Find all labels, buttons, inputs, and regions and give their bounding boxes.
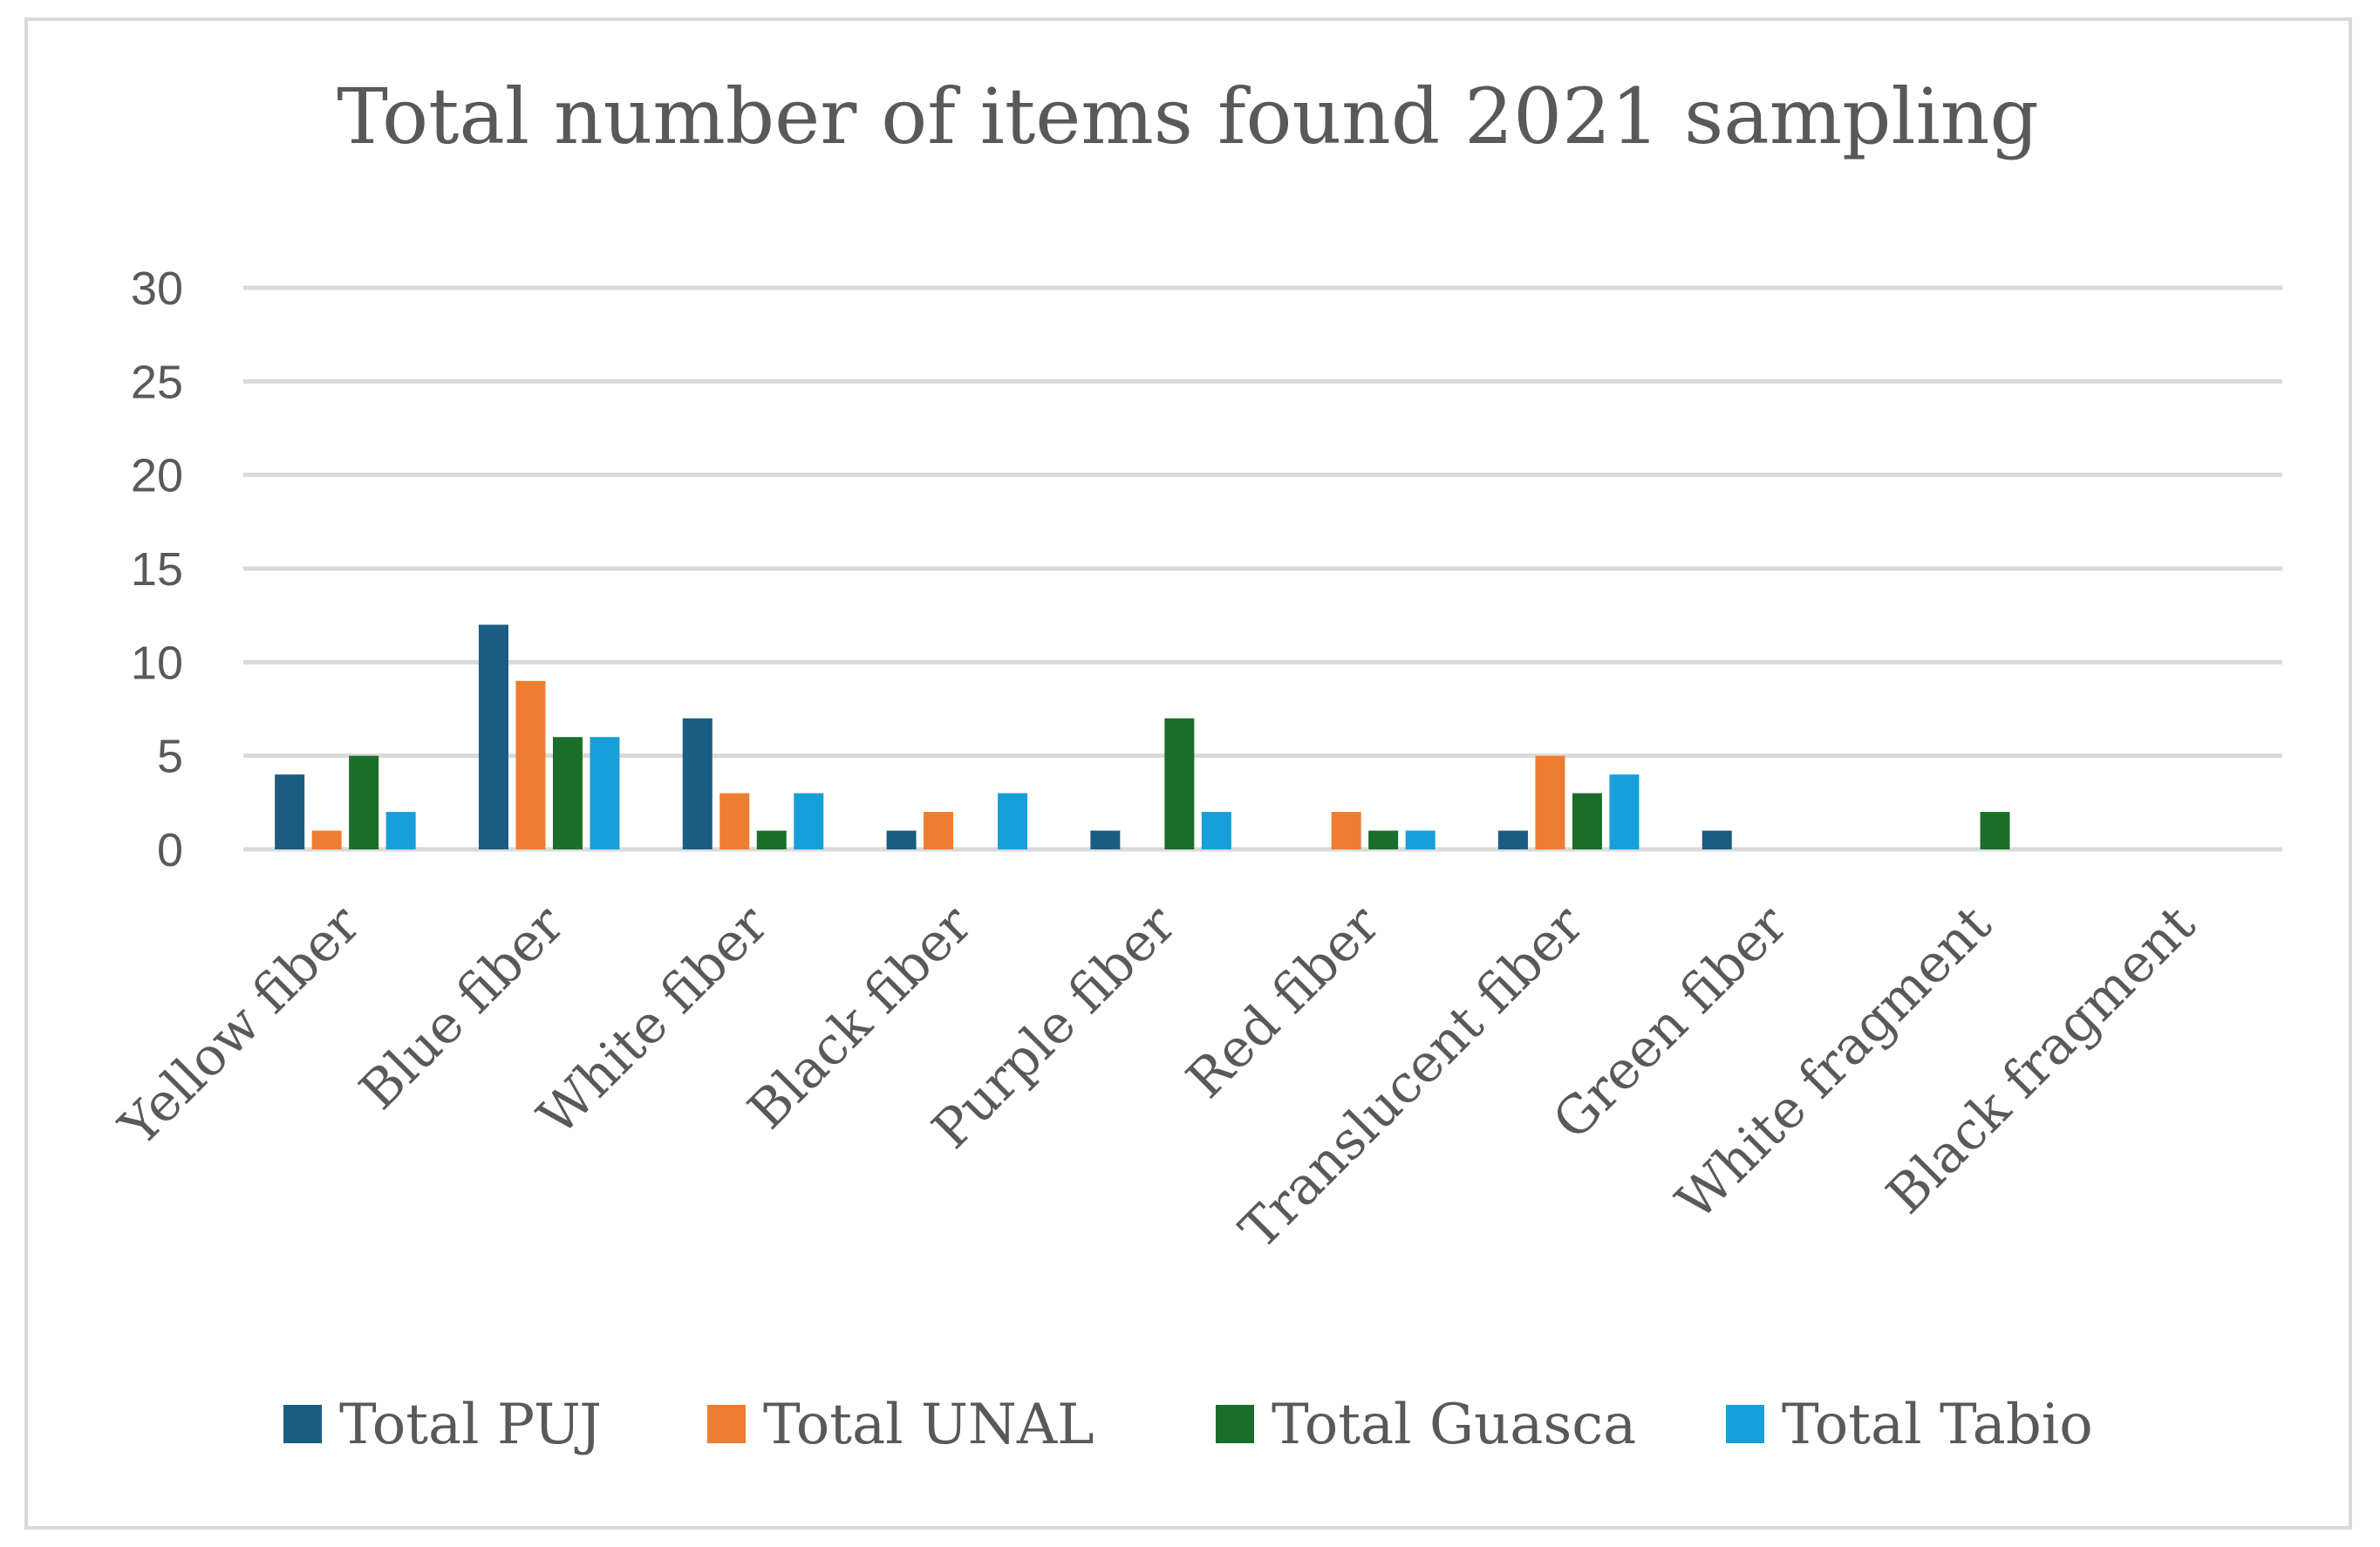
x-tick-label-yellow-fiber: Yellow fiber: [108, 894, 372, 1158]
chart-title: Total number of items found 2021 samplin…: [337, 72, 2039, 161]
chart-frame: Total number of items found 2021 samplin…: [24, 17, 2352, 1530]
bar-total-guasca-red-fiber: [1368, 830, 1399, 849]
bar-total-unal-blue-fiber: [515, 680, 546, 849]
x-tick-label-red-fiber: Red fiber: [1175, 894, 1391, 1110]
y-tick-label-0: 0: [157, 824, 183, 876]
legend-swatch-total-tabio: [1726, 1405, 1764, 1443]
y-axis-ticks: 0 5 10 15 20 25 30: [131, 262, 183, 876]
bar-total-puj-green-fiber: [1701, 830, 1732, 849]
bar-total-puj-black-fiber: [886, 830, 917, 849]
bar-total-tabio-purple-fiber: [1201, 812, 1231, 849]
bar-total-puj-white-fiber: [682, 718, 713, 849]
bar-total-puj-blue-fiber: [478, 624, 508, 849]
bar-total-tabio-white-fiber: [794, 793, 824, 849]
legend: Total PUJ Total UNAL Total Guasca Total Tab…: [283, 1393, 2093, 1457]
legend-swatch-total-guasca: [1216, 1405, 1254, 1443]
bar-total-guasca-white-fiber: [756, 830, 787, 849]
bar-chart: Total number of items found 2021 samplin…: [108, 72, 2282, 1457]
legend-label-total-tabio: Total Tabio: [1782, 1393, 2093, 1457]
bar-total-guasca-white-fragment: [1980, 812, 2010, 849]
bar-total-puj-translucent-fiber: [1497, 830, 1528, 849]
bar-total-unal-white-fiber: [719, 793, 750, 849]
bar-total-guasca-yellow-fiber: [349, 755, 379, 849]
x-tick-label-translucent-fiber: Translucent fiber: [1228, 894, 1595, 1261]
bar-total-guasca-purple-fiber: [1164, 718, 1195, 849]
gridlines: [243, 285, 2282, 852]
legend-label-total-unal: Total UNAL: [763, 1393, 1095, 1457]
bar-total-tabio-red-fiber: [1405, 830, 1436, 849]
bar-total-guasca-blue-fiber: [552, 737, 583, 849]
bar-total-puj-yellow-fiber: [275, 774, 305, 849]
legend-swatch-total-unal: [707, 1405, 746, 1443]
x-tick-label-blue-fiber: Blue fiber: [348, 894, 576, 1121]
y-tick-label-20: 20: [131, 450, 183, 502]
bar-total-tabio-translucent-fiber: [1609, 774, 1640, 849]
bar-total-tabio-blue-fiber: [590, 737, 620, 849]
y-tick-label-5: 5: [157, 731, 183, 783]
y-tick-label-10: 10: [131, 637, 183, 689]
bar-total-unal-black-fiber: [924, 812, 954, 849]
bar-total-puj-purple-fiber: [1090, 830, 1121, 849]
bar-total-guasca-translucent-fiber: [1572, 793, 1602, 849]
bars: [275, 624, 2010, 849]
y-tick-label-30: 30: [131, 262, 183, 315]
legend-label-total-puj: Total PUJ: [339, 1393, 602, 1457]
y-tick-label-25: 25: [131, 356, 183, 408]
legend-swatch-total-puj: [283, 1405, 322, 1443]
bar-total-unal-translucent-fiber: [1535, 755, 1565, 849]
bar-total-tabio-yellow-fiber: [385, 812, 416, 849]
bar-total-unal-yellow-fiber: [311, 830, 342, 849]
bar-total-unal-red-fiber: [1331, 812, 1361, 849]
bar-total-tabio-black-fiber: [998, 793, 1028, 849]
y-tick-label-15: 15: [131, 543, 183, 596]
legend-label-total-guasca: Total Guasca: [1272, 1393, 1636, 1457]
